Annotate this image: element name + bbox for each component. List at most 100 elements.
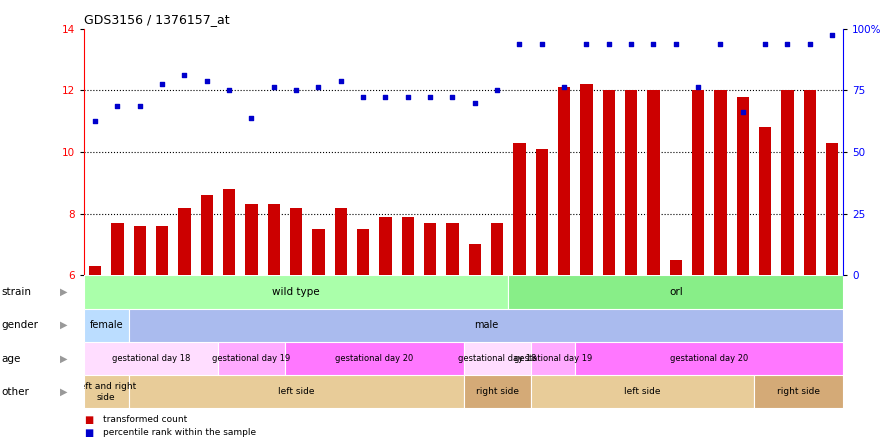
Text: gestational day 18: gestational day 18 <box>458 354 536 363</box>
Bar <box>575 342 843 375</box>
Point <box>512 41 526 48</box>
Point <box>557 84 571 91</box>
Text: gestational day 20: gestational day 20 <box>670 354 749 363</box>
Text: gender: gender <box>2 320 39 330</box>
Point <box>423 93 437 100</box>
Bar <box>178 207 191 275</box>
Text: percentile rank within the sample: percentile rank within the sample <box>103 428 256 437</box>
Point <box>110 102 125 109</box>
Point <box>177 71 192 79</box>
Bar <box>531 375 754 408</box>
Bar <box>285 342 464 375</box>
Point <box>245 115 259 122</box>
Bar <box>669 260 682 275</box>
Text: ■: ■ <box>84 428 93 438</box>
Text: gestational day 19: gestational day 19 <box>514 354 592 363</box>
Point <box>289 87 303 94</box>
Point <box>803 41 817 48</box>
Text: GDS3156 / 1376157_at: GDS3156 / 1376157_at <box>84 13 230 26</box>
Text: left and right
side: left and right side <box>77 382 136 401</box>
Bar <box>759 127 771 275</box>
Bar <box>84 342 218 375</box>
Text: transformed count: transformed count <box>103 415 187 424</box>
Point <box>668 41 683 48</box>
Bar <box>380 217 391 275</box>
Bar <box>464 375 531 408</box>
Point <box>781 41 795 48</box>
Bar <box>402 217 414 275</box>
Bar <box>424 223 436 275</box>
Point <box>267 84 281 91</box>
Bar <box>558 87 570 275</box>
Point <box>646 41 660 48</box>
Text: ▶: ▶ <box>60 320 67 330</box>
Bar <box>313 229 325 275</box>
Bar <box>268 204 280 275</box>
Text: male: male <box>474 320 498 330</box>
Point <box>222 87 236 94</box>
Bar <box>84 309 129 342</box>
Point <box>88 118 102 125</box>
Bar <box>129 375 464 408</box>
Text: ▶: ▶ <box>60 387 67 397</box>
Point <box>825 32 839 39</box>
Point <box>378 93 392 100</box>
Point <box>713 41 728 48</box>
Bar <box>290 207 302 275</box>
Bar <box>200 195 213 275</box>
Bar <box>335 207 347 275</box>
Point <box>601 41 615 48</box>
Text: female: female <box>89 320 123 330</box>
Text: left side: left side <box>624 387 660 396</box>
Bar <box>625 91 638 275</box>
Bar <box>692 91 705 275</box>
Text: left side: left side <box>278 387 314 396</box>
Bar <box>469 245 481 275</box>
Bar <box>509 275 843 309</box>
Point <box>535 41 549 48</box>
Point <box>468 99 482 107</box>
Text: gestational day 18: gestational day 18 <box>112 354 190 363</box>
Point <box>356 93 370 100</box>
Bar <box>84 375 129 408</box>
Text: ■: ■ <box>84 415 93 424</box>
Bar <box>826 143 838 275</box>
Bar <box>464 342 531 375</box>
Point <box>200 78 214 85</box>
Text: other: other <box>2 387 30 397</box>
Point <box>334 78 348 85</box>
Text: gestational day 19: gestational day 19 <box>212 354 291 363</box>
Point <box>691 84 706 91</box>
Point <box>445 93 459 100</box>
Text: ▶: ▶ <box>60 353 67 364</box>
Bar <box>714 91 727 275</box>
Text: right side: right side <box>476 387 518 396</box>
Bar <box>736 97 749 275</box>
Bar <box>223 189 235 275</box>
Text: wild type: wild type <box>272 287 320 297</box>
Point <box>579 41 593 48</box>
Point <box>758 41 772 48</box>
Bar <box>111 223 124 275</box>
Point <box>312 84 326 91</box>
Point <box>401 93 415 100</box>
Point <box>736 108 750 115</box>
Bar <box>580 84 592 275</box>
Bar <box>531 342 575 375</box>
Bar <box>245 204 258 275</box>
Bar <box>602 91 615 275</box>
Point <box>132 102 147 109</box>
Bar <box>754 375 843 408</box>
Bar <box>446 223 458 275</box>
Bar <box>156 226 168 275</box>
Bar <box>218 342 285 375</box>
Text: ▶: ▶ <box>60 287 67 297</box>
Bar <box>133 226 146 275</box>
Bar <box>357 229 369 275</box>
Bar <box>84 275 509 309</box>
Bar <box>647 91 660 275</box>
Point <box>490 87 504 94</box>
Text: strain: strain <box>2 287 32 297</box>
Text: age: age <box>2 353 21 364</box>
Point <box>624 41 638 48</box>
